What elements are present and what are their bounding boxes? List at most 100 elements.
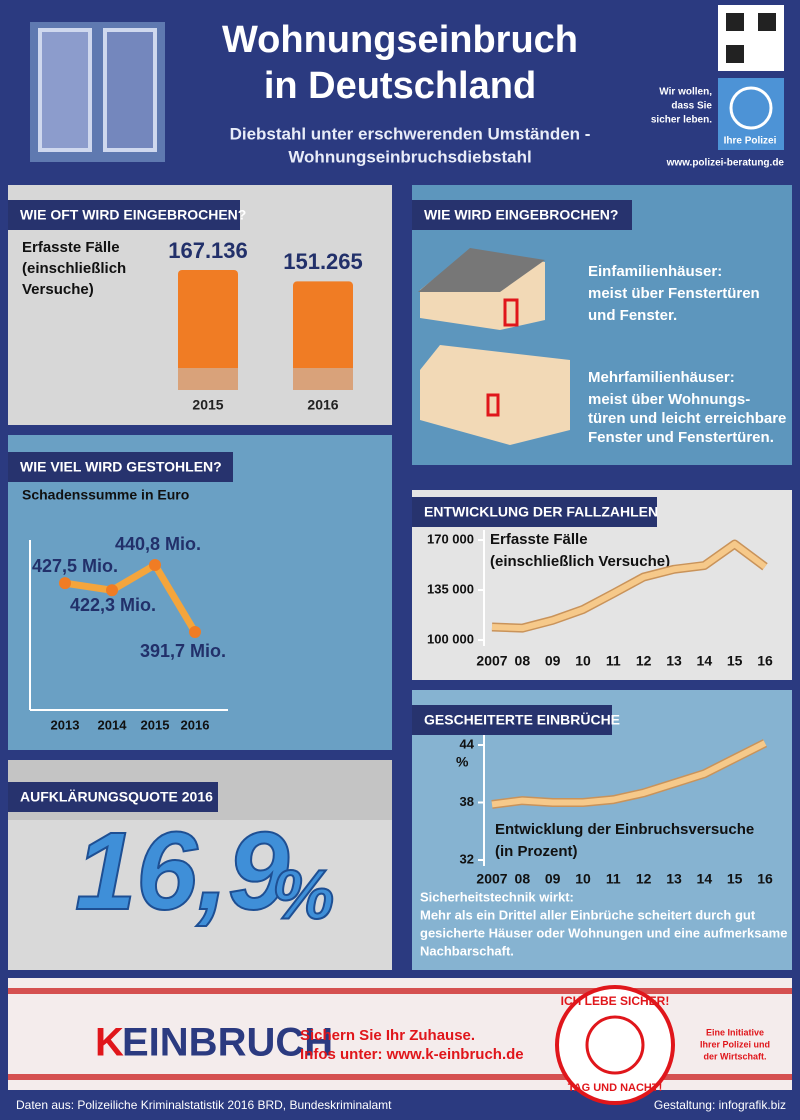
x-tick-label: 15 (727, 653, 743, 669)
chart-subtitle: Erfasste Fälle (22, 239, 120, 256)
x-tick-label: 09 (545, 653, 561, 669)
note-text: Mehr als ein Drittel aller Einbrüche sch… (420, 907, 756, 922)
chart-subtitle: (in Prozent) (495, 843, 578, 860)
badge-text: Wir wollen, (659, 87, 712, 98)
badge-label: Ihre Polizei (724, 136, 777, 147)
bar (293, 281, 353, 390)
section-tab (412, 497, 657, 527)
x-tick-label: 14 (697, 653, 713, 669)
initiative: der Wirtschaft. (704, 1051, 767, 1061)
section-tab (8, 782, 218, 812)
stamp-star (585, 1015, 645, 1075)
qr-code (726, 45, 744, 63)
x-tick-label: 13 (666, 653, 682, 669)
section-title: WIE OFT WIRD EINGEBROCHEN? (20, 207, 246, 223)
footer-stripe (8, 1074, 792, 1080)
x-tick-label: 2016 (307, 397, 338, 413)
section-tab (412, 705, 612, 735)
chart-subtitle: Entwicklung der Einbruchsversuche (495, 821, 754, 838)
point (149, 559, 161, 571)
value-label: 151.265 (283, 249, 363, 274)
door-illustration (503, 298, 519, 327)
y-tick-label: 44 (460, 736, 475, 751)
initiative: Eine Initiative (706, 1027, 764, 1037)
panel (8, 435, 392, 750)
stamp-text: TAG UND NACHT! (568, 1082, 663, 1094)
chart-subtitle: Erfasste Fälle (490, 531, 588, 548)
x-tick-label: 08 (515, 653, 531, 669)
initiative: Ihrer Polizei und (700, 1039, 770, 1049)
bar-shade (293, 368, 353, 390)
title: Wohnungseinbruch (222, 19, 578, 61)
y-tick-label: 100 000 (427, 631, 474, 646)
x-tick-label: 08 (515, 871, 531, 887)
value-label: 427,5 Mio. (32, 556, 118, 576)
title: in Deutschland (264, 65, 536, 107)
section-tab (8, 200, 240, 230)
method-text: meist über Fenstertüren (588, 285, 760, 302)
section-title: GESCHEITERTE EINBRÜCHE (424, 712, 620, 728)
section-tab (412, 200, 632, 230)
x-tick-label: 14 (697, 871, 713, 887)
footer-stripe (8, 988, 792, 994)
window-pane (103, 28, 157, 152)
police-badge (718, 78, 784, 150)
method-text: und Fenster. (588, 307, 677, 324)
x-tick-label: 13 (666, 871, 682, 887)
badge-text: sicher leben. (651, 115, 712, 126)
y-tick-label: 135 000 (427, 581, 474, 596)
design: Gestaltung: infografik.biz (654, 1098, 786, 1112)
police-star (729, 86, 773, 130)
logo: EINBRUCH (122, 1021, 333, 1065)
y-tick-label: 32 (460, 851, 474, 866)
method-label: Einfamilienhäuser: (588, 263, 722, 280)
x-tick-label: 12 (636, 653, 652, 669)
x-tick-label: 2016 (181, 717, 210, 732)
bar-shade (178, 368, 238, 390)
stamp (555, 985, 675, 1105)
point (106, 584, 118, 597)
x-tick-label: 10 (575, 871, 591, 887)
chart-subtitle: (einschließlich (22, 260, 126, 277)
line (64, 561, 199, 634)
chart-subtitle: Schadenssumme in Euro (22, 487, 189, 503)
section-tab (8, 452, 233, 482)
chart-subtitle: (einschließlich Versuche) (490, 553, 670, 570)
panel (412, 690, 792, 970)
x-tick-label: 16 (757, 871, 773, 887)
point (189, 626, 201, 638)
tagline: Sichern Sie Ihr Zuhause. (300, 1027, 475, 1044)
y-tick-label: 38 (460, 794, 474, 809)
x-tick-label: 2007 (476, 653, 507, 669)
window-pane (38, 28, 92, 152)
x-tick-label: 10 (575, 653, 591, 669)
section-title: AUFKLÄRUNGSQUOTE 2016 (20, 789, 213, 805)
subtitle: Diebstahl unter erschwerenden Umständen … (230, 124, 591, 143)
line (491, 541, 767, 632)
value-label: 167.136 (168, 238, 248, 263)
clearance-unit: % (272, 855, 334, 933)
x-tick-label: 2015 (192, 397, 223, 413)
line (491, 740, 767, 808)
source: Daten aus: Polizeiliche Kriminalstatisti… (16, 1098, 392, 1112)
value-label: 440,8 Mio. (115, 534, 201, 554)
point (59, 577, 71, 590)
section-title: WIE VIEL WIRD GESTOHLEN? (20, 459, 222, 475)
badge-text: dass Sie (671, 101, 712, 112)
section-title: ENTWICKLUNG DER FALLZAHLEN (424, 504, 658, 520)
x-tick-label: 11 (606, 653, 621, 669)
note-text: Nachbarschaft. (420, 943, 514, 958)
x-tick-label: 2014 (98, 717, 128, 732)
chart-subtitle: Versuche) (22, 281, 94, 298)
note-text: gesicherte Häuser oder Wohnungen und ein… (420, 925, 787, 940)
x-tick-label: 2013 (51, 717, 80, 732)
url: www.polizei-beratung.de (666, 158, 785, 169)
clearance-value: 16,9 (75, 810, 289, 933)
qr-code (726, 13, 744, 31)
x-tick-label: 16 (757, 653, 773, 669)
door-illustration (486, 393, 500, 417)
method-text: meist über Wohnungs- (588, 391, 750, 408)
note-title: Sicherheitstechnik wirkt: (420, 889, 574, 904)
x-tick-label: 12 (636, 871, 652, 887)
